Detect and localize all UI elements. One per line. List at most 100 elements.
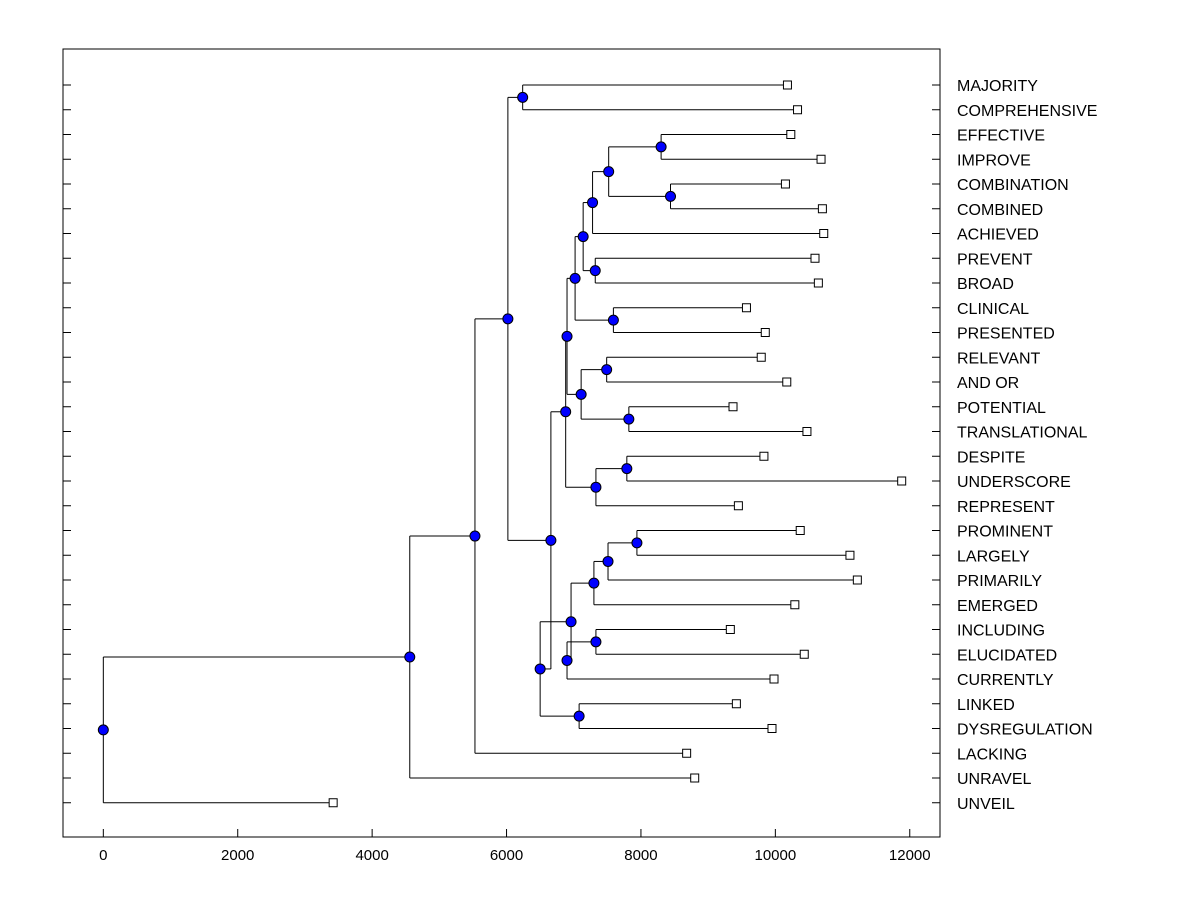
leaf-label: DESPITE	[957, 449, 1025, 466]
leaf-label: ACHIEVED	[957, 227, 1039, 244]
leaf-marker	[741, 303, 751, 313]
x-tick-label: 0	[99, 847, 107, 864]
leaf-marker	[767, 724, 777, 733]
merge-node	[561, 330, 573, 342]
merge-node	[561, 654, 573, 666]
leaf-label: CURRENTLY	[957, 672, 1054, 689]
x-tick-label: 6000	[490, 847, 523, 864]
y-tick-marks	[63, 84, 940, 804]
merge-node	[655, 141, 667, 153]
leaf-marker	[756, 352, 766, 362]
x-tick-label: 2000	[221, 847, 254, 864]
merge-node	[404, 651, 416, 663]
leaf-label: LACKING	[957, 746, 1027, 763]
merge-node	[621, 463, 633, 475]
leaf-label: BROAD	[957, 276, 1014, 293]
merge-node	[602, 555, 614, 567]
merge-node	[560, 406, 572, 418]
leaf-markers	[328, 80, 907, 808]
leaf-label: IMPROVE	[957, 152, 1031, 169]
leaf-marker	[819, 229, 829, 238]
merge-node	[665, 190, 677, 202]
merge-node	[577, 231, 589, 243]
leaf-label: UNRAVEL	[957, 771, 1031, 788]
leaf-label: LARGELY	[957, 548, 1030, 565]
leaf-marker	[845, 550, 855, 560]
leaf-marker	[728, 402, 738, 412]
leaf-label: CLINICAL	[957, 301, 1029, 318]
merge-node	[607, 314, 619, 326]
merge-node	[590, 636, 602, 648]
leaf-marker	[817, 204, 827, 214]
leaf-marker	[733, 501, 743, 511]
merge-node	[590, 481, 602, 493]
merge-node	[469, 530, 481, 542]
leaf-label: ELUCIDATED	[957, 647, 1057, 664]
leaf-marker	[799, 649, 809, 659]
leaf-label: EFFECTIVE	[957, 128, 1045, 145]
leaf-marker	[810, 253, 820, 263]
leaf-label: POTENTIAL	[957, 400, 1046, 417]
leaf-marker	[795, 526, 805, 535]
leaf-marker	[760, 328, 770, 337]
leaf-marker	[769, 674, 779, 684]
merge-node	[569, 272, 581, 284]
leaf-marker	[731, 699, 741, 709]
leaf-marker	[780, 179, 790, 189]
merge-node	[545, 534, 557, 546]
leaf-label: EMERGED	[957, 598, 1038, 615]
merge-node	[573, 710, 585, 722]
leaf-label: REPRESENT	[957, 499, 1055, 516]
leaf-marker	[682, 748, 692, 758]
leaf-label: UNDERSCORE	[957, 474, 1071, 491]
leaf-label: PRIMARILY	[957, 573, 1042, 590]
leaf-label: UNVEIL	[957, 796, 1015, 813]
merge-node	[589, 265, 601, 277]
x-axis: 0 2000 4000 6000 8000 10000 12000	[99, 829, 931, 864]
leaf-marker	[852, 575, 862, 585]
leaf-marker	[725, 625, 735, 634]
leaf-label: RELEVANT	[957, 350, 1041, 367]
x-tick-label: 10000	[754, 847, 796, 864]
x-tick-label: 12000	[889, 847, 931, 864]
leaf-marker	[897, 476, 907, 486]
leaf-label: COMPREHENSIVE	[957, 103, 1097, 120]
leaf-label: COMBINATION	[957, 177, 1069, 194]
merge-node	[588, 577, 600, 589]
leaf-marker	[328, 798, 338, 808]
merge-node	[517, 91, 529, 103]
leaf-marker	[793, 105, 803, 115]
plot-frame	[62, 48, 941, 838]
leaf-marker	[759, 451, 769, 461]
merge-node	[565, 616, 577, 628]
leaf-labels: MAJORITY COMPREHENSIVE EFFECTIVE IMPROVE COM…	[957, 78, 1097, 813]
merge-node	[601, 364, 613, 376]
leaf-label: AND OR	[957, 375, 1019, 392]
merge-node	[603, 166, 615, 178]
merge-node	[575, 388, 587, 400]
dendrogram-links	[102, 84, 902, 804]
x-tick-label: 8000	[624, 847, 657, 864]
merge-node	[631, 537, 643, 549]
merge-node	[502, 313, 514, 325]
leaf-marker	[790, 600, 800, 610]
leaf-label: LINKED	[957, 697, 1015, 714]
merge-node	[97, 724, 109, 736]
leaf-marker	[786, 130, 796, 139]
leaf-marker	[782, 377, 792, 387]
merge-node	[587, 197, 599, 209]
merge-node	[534, 663, 546, 675]
merge-node	[623, 413, 635, 425]
leaf-label: PROMINENT	[957, 524, 1053, 541]
x-tick-label: 4000	[355, 847, 388, 864]
leaf-label: MAJORITY	[957, 78, 1038, 95]
leaf-label: PREVENT	[957, 251, 1033, 268]
leaf-label: DYSREGULATION	[957, 722, 1093, 739]
merge-nodes	[97, 91, 677, 736]
leaf-marker	[782, 80, 792, 90]
leaf-marker	[813, 278, 823, 288]
leaf-label: PRESENTED	[957, 326, 1055, 343]
leaf-label: TRANSLATIONAL	[957, 425, 1088, 442]
leaf-label: INCLUDING	[957, 623, 1045, 640]
